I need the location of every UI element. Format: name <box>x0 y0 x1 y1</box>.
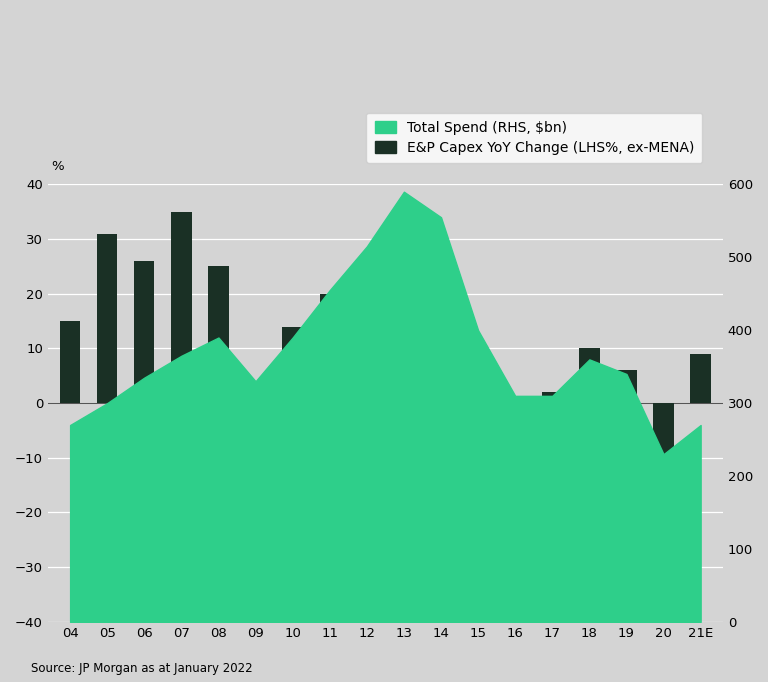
Bar <box>431 381 452 403</box>
Bar <box>690 354 711 403</box>
Bar <box>208 267 229 403</box>
Bar <box>245 403 266 485</box>
Bar <box>171 211 191 403</box>
Bar <box>542 392 562 403</box>
Text: %: % <box>51 160 65 173</box>
Bar <box>319 294 340 403</box>
Bar <box>356 288 377 403</box>
Bar <box>616 370 637 403</box>
Bar <box>134 261 154 403</box>
Bar <box>97 234 118 403</box>
Bar <box>468 403 488 540</box>
Text: Source: JP Morgan as at January 2022: Source: JP Morgan as at January 2022 <box>31 662 253 675</box>
Bar <box>654 403 674 567</box>
Bar <box>394 343 414 403</box>
Bar <box>579 349 600 403</box>
Bar <box>60 321 81 403</box>
Legend: Total Spend (RHS, $bn), E&P Capex YoY Change (LHS%, ex-MENA): Total Spend (RHS, $bn), E&P Capex YoY Ch… <box>366 113 703 163</box>
Bar <box>283 327 303 403</box>
Bar <box>505 403 525 584</box>
